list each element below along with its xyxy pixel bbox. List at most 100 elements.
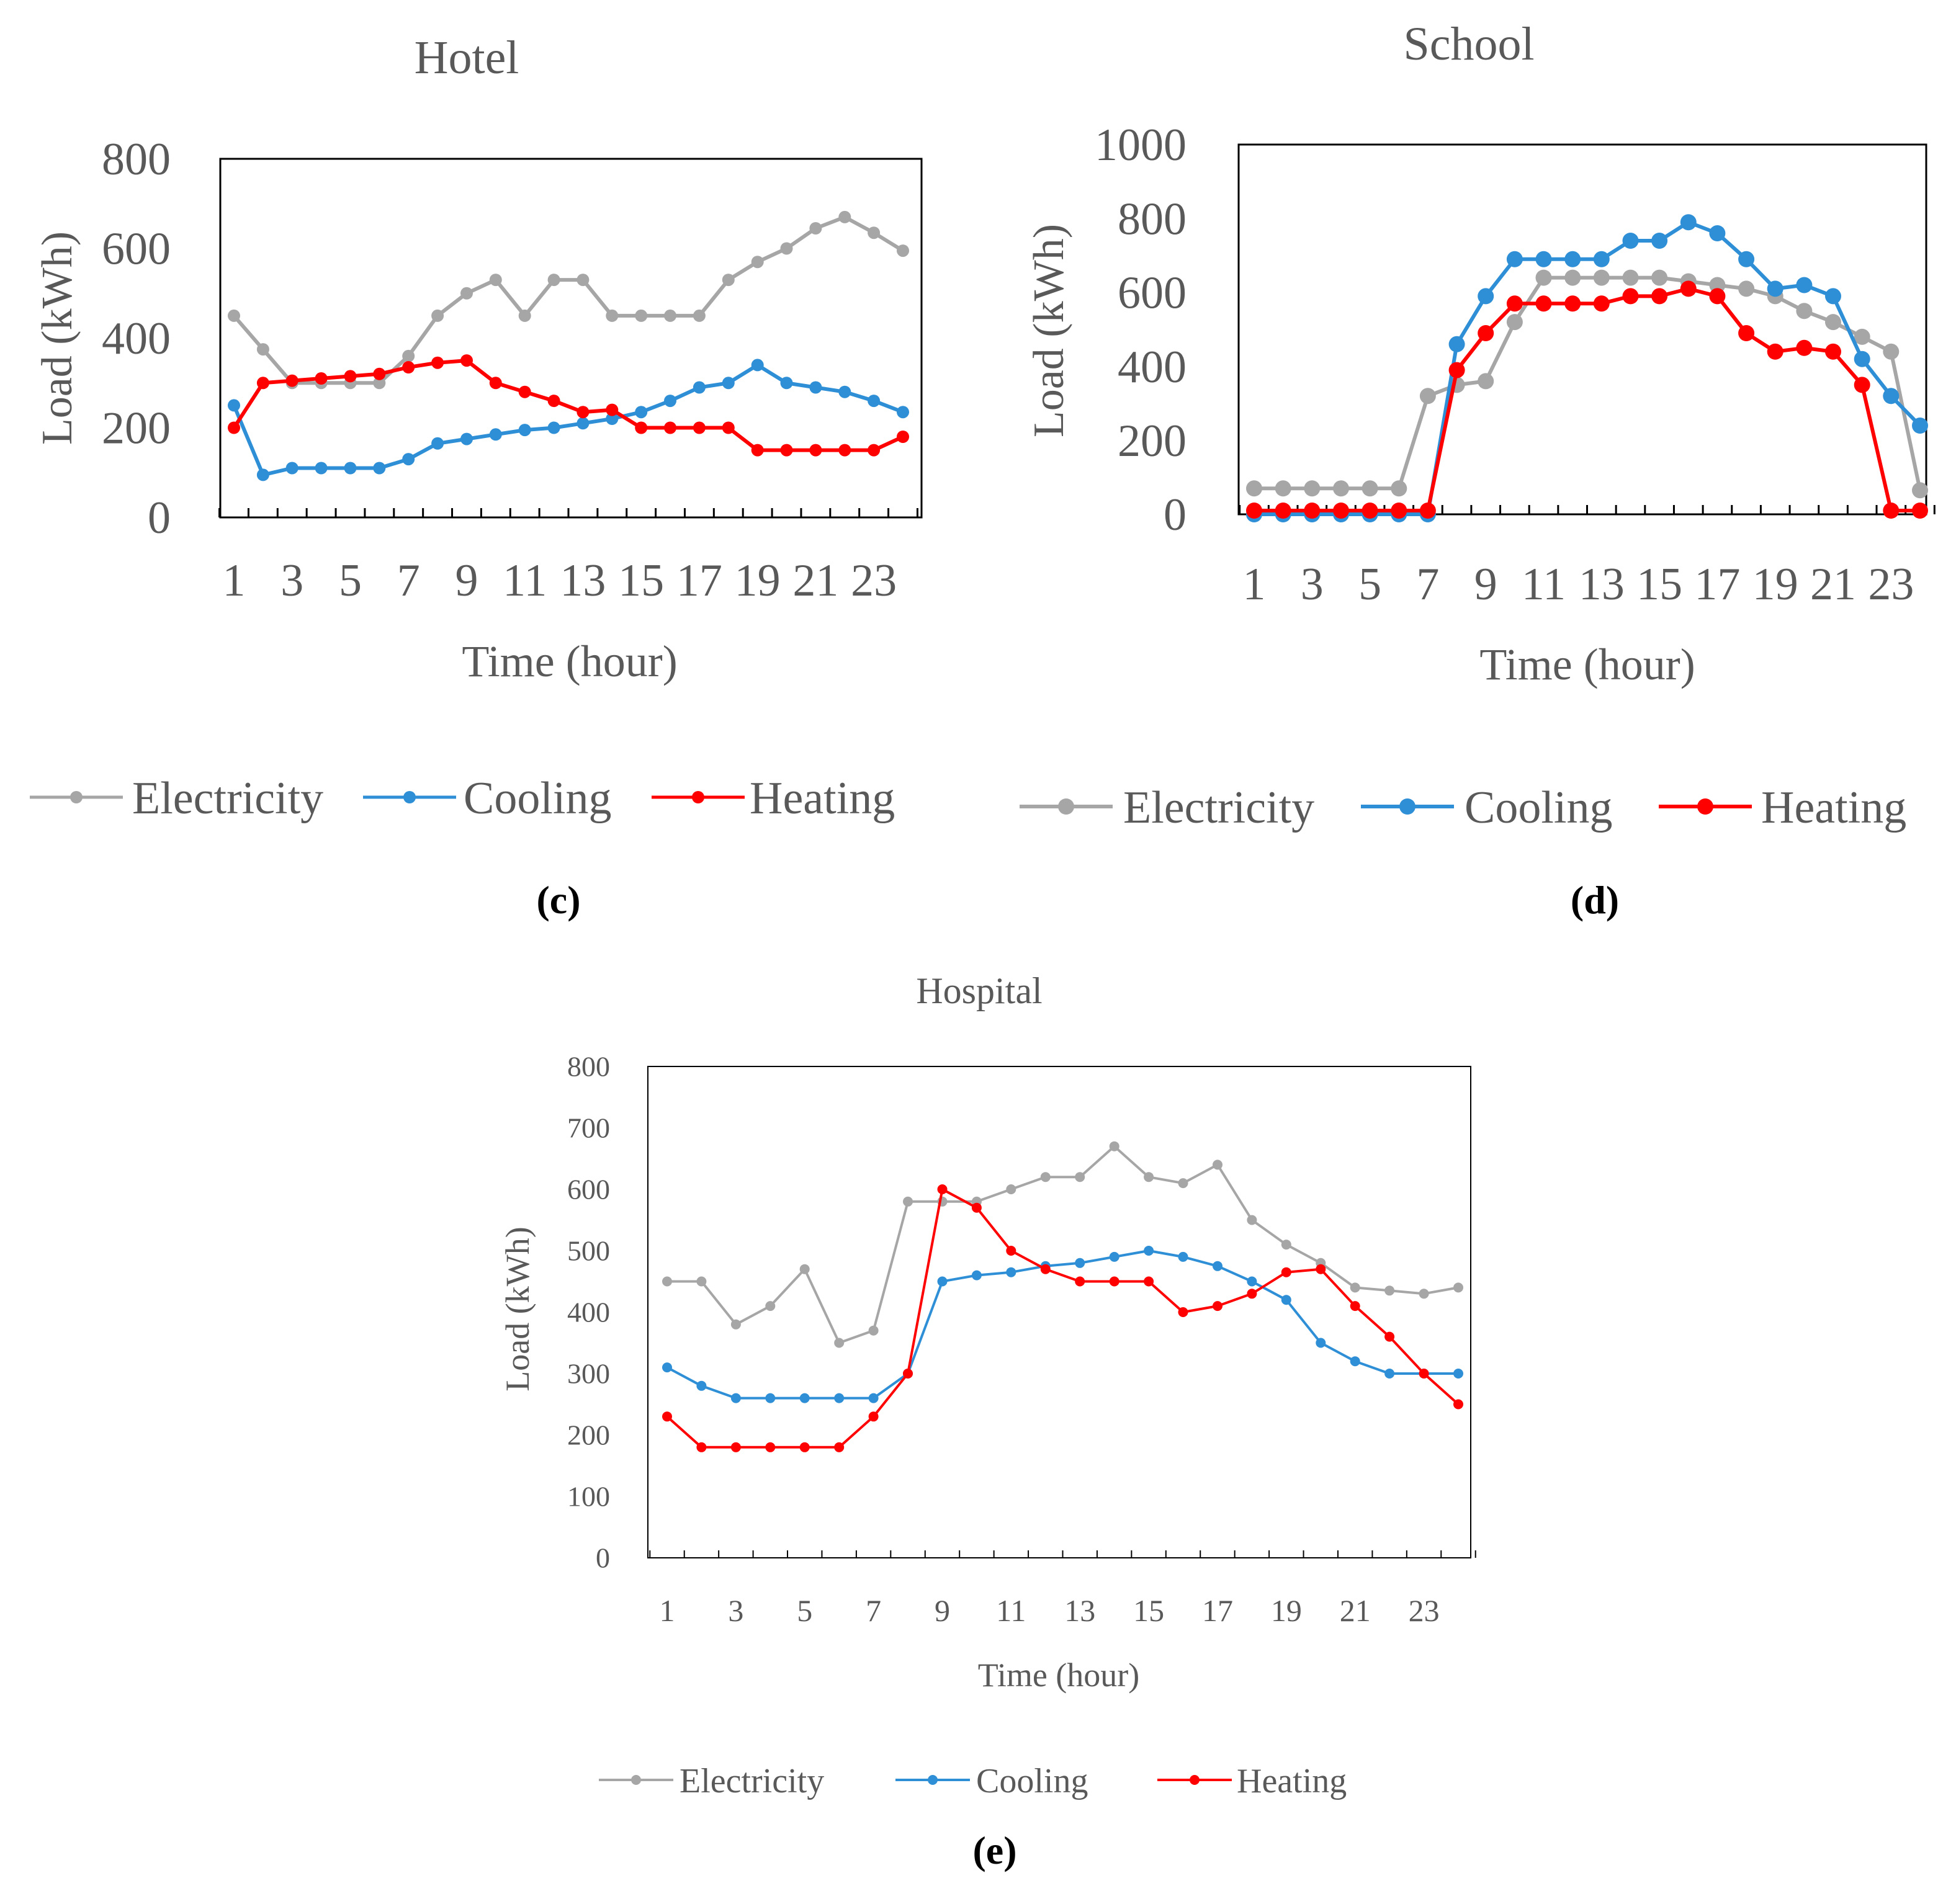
- data-point-heating: [799, 1442, 810, 1452]
- data-point-cooling: [1825, 288, 1841, 305]
- series-line-heating: [1252, 287, 1922, 512]
- x-axis-label: Time (hour): [978, 1656, 1140, 1694]
- plot-frame: [219, 158, 923, 519]
- data-point-cooling: [256, 468, 269, 481]
- data-point-cooling: [1535, 251, 1552, 267]
- data-point-cooling: [1448, 336, 1465, 352]
- data-point-heating: [722, 421, 735, 434]
- data-point-electricity: [1419, 388, 1436, 404]
- data-point-electricity: [897, 244, 909, 257]
- data-point-cooling: [1350, 1356, 1360, 1367]
- legend-marker-electricity: [70, 791, 83, 803]
- x-tick-label: 13: [1064, 1593, 1095, 1628]
- legend-marker-heating: [1697, 798, 1713, 815]
- data-point-heating: [1709, 288, 1726, 305]
- data-point-cooling: [722, 377, 735, 390]
- legend-marker-cooling: [403, 791, 416, 803]
- data-point-electricity: [1593, 269, 1610, 286]
- data-point-cooling: [1453, 1369, 1463, 1379]
- y-axis-label: Load (kWh): [499, 1227, 536, 1391]
- y-tick-label: 600: [567, 1174, 610, 1205]
- data-point-heating: [1651, 288, 1668, 305]
- series-layer: [1246, 214, 1928, 522]
- data-point-cooling: [402, 453, 415, 466]
- data-point-heating: [868, 444, 881, 457]
- legend-marker-cooling: [1399, 798, 1415, 815]
- data-point-cooling: [1247, 1276, 1257, 1287]
- data-point-heating: [1304, 503, 1321, 519]
- legend-label-cooling: Cooling: [1465, 782, 1612, 833]
- data-point-heating: [315, 372, 328, 385]
- x-tick-label: 21: [1810, 559, 1856, 610]
- data-point-heating: [1109, 1276, 1119, 1287]
- data-point-heating: [1419, 1369, 1429, 1379]
- series-heating: [662, 1184, 1463, 1452]
- data-point-heating: [1680, 280, 1697, 297]
- series-electricity: [662, 1141, 1463, 1348]
- plot-frame: [647, 1066, 1471, 1558]
- y-tick-labels: 0 100 200 300 400 500 600 700 800: [567, 1051, 610, 1574]
- data-point-cooling: [693, 381, 706, 394]
- y-tick-label: 200: [1118, 416, 1187, 467]
- data-point-cooling: [518, 424, 531, 437]
- data-point-electricity: [662, 1276, 672, 1287]
- data-point-cooling: [897, 406, 909, 419]
- x-axis-label: Time (hour): [462, 637, 677, 686]
- legend-label-cooling: Cooling: [464, 773, 611, 824]
- x-tick-label: 5: [1358, 559, 1381, 610]
- data-point-electricity: [809, 222, 822, 235]
- series-line-heating: [666, 1188, 1460, 1449]
- data-point-heating: [344, 370, 357, 383]
- x-tick-label: 15: [618, 555, 664, 606]
- data-point-heating: [1213, 1301, 1222, 1312]
- data-point-electricity: [635, 309, 648, 322]
- x-tick-label: 11: [503, 555, 547, 606]
- y-tick-label: 200: [567, 1419, 610, 1451]
- data-point-cooling: [799, 1393, 810, 1403]
- data-point-electricity: [489, 274, 502, 287]
- legend-marker-heating: [692, 791, 704, 803]
- y-tick-label: 700: [567, 1112, 610, 1144]
- data-point-heating: [1448, 362, 1465, 378]
- series-electricity: [228, 210, 909, 390]
- data-point-electricity: [460, 287, 473, 300]
- x-tick-label: 23: [851, 555, 897, 606]
- legend-marker-heating: [1190, 1775, 1200, 1785]
- chart-title: School: [1403, 18, 1534, 70]
- legend-label-cooling: Cooling: [976, 1762, 1088, 1800]
- y-tick-label: 500: [567, 1235, 610, 1267]
- data-point-cooling: [937, 1276, 948, 1287]
- y-tick-label: 0: [596, 1542, 610, 1574]
- data-point-heating: [662, 1411, 672, 1422]
- data-point-cooling: [1912, 418, 1928, 434]
- data-point-cooling: [576, 417, 590, 430]
- series-heating: [228, 354, 909, 457]
- data-point-cooling: [431, 437, 444, 450]
- data-point-cooling: [780, 377, 793, 390]
- x-tick-labels: 1 3 5 7 9 11 13 15 17 19 21 23: [1239, 505, 1936, 610]
- data-point-heating: [1144, 1276, 1154, 1287]
- data-point-cooling: [1564, 251, 1581, 267]
- data-point-cooling: [1478, 288, 1494, 305]
- panel-label: (c): [536, 878, 580, 922]
- x-tick-label: 5: [797, 1593, 812, 1628]
- legend-label-heating: Heating: [1237, 1762, 1347, 1800]
- data-point-cooling: [1144, 1246, 1154, 1256]
- data-point-heating: [1767, 343, 1783, 360]
- data-point-heating: [1040, 1264, 1051, 1274]
- data-point-heating: [256, 377, 269, 390]
- data-point-cooling: [460, 432, 473, 445]
- data-point-heating: [1912, 503, 1928, 519]
- data-point-heating: [285, 374, 298, 387]
- data-point-heating: [1316, 1264, 1326, 1274]
- data-point-electricity: [1912, 482, 1928, 499]
- data-point-electricity: [903, 1196, 913, 1207]
- data-point-heating: [765, 1442, 776, 1452]
- data-point-heating: [838, 444, 851, 457]
- data-point-cooling: [1680, 214, 1697, 231]
- data-point-heating: [228, 421, 240, 434]
- y-tick-label: 300: [567, 1358, 610, 1390]
- data-point-cooling: [868, 1393, 879, 1403]
- y-tick-label: 800: [567, 1051, 610, 1083]
- x-tick-label: 11: [996, 1593, 1026, 1628]
